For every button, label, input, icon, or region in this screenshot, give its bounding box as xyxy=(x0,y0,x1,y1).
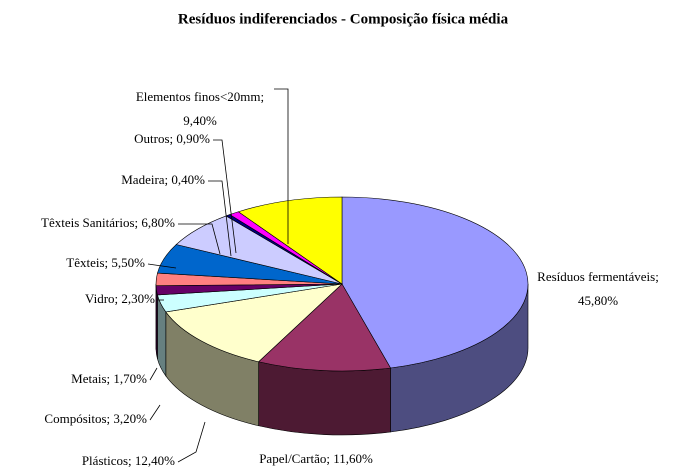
data-label: Madeira; 0,40% xyxy=(121,172,205,187)
leader-line xyxy=(274,88,289,244)
slice xyxy=(165,283,343,363)
leader-line xyxy=(177,421,206,463)
chart-title: Resíduos indiferenciados - Composição fí… xyxy=(178,11,509,27)
data-label: Têxteis; 5,50% xyxy=(66,255,145,270)
data-label: Vidro; 2,30% xyxy=(85,291,155,306)
leader-line xyxy=(149,367,158,381)
slice-side xyxy=(258,361,391,436)
leader-line xyxy=(147,263,177,269)
data-label: Papel/Cartão; 11,60% xyxy=(259,451,373,466)
leader-line xyxy=(213,139,237,254)
data-label: Plásticos; 12,40% xyxy=(82,453,175,468)
data-label: Resíduos fermentáveis; xyxy=(537,269,659,284)
data-label: Elementos finos<20mm; xyxy=(136,89,264,104)
leader-line xyxy=(208,180,232,257)
data-label: 45,80% xyxy=(578,293,618,308)
data-label: Outros; 0,90% xyxy=(134,131,210,146)
leader-line xyxy=(149,404,161,421)
slice xyxy=(257,283,392,372)
data-label: Compósitos; 3,20% xyxy=(44,411,147,426)
slice xyxy=(341,196,529,369)
leader-line xyxy=(178,223,221,255)
data-label: 9,40% xyxy=(183,113,217,128)
data-label: Metais; 1,70% xyxy=(71,371,147,386)
data-label: Têxteis Sanitários; 6,80% xyxy=(41,215,175,230)
